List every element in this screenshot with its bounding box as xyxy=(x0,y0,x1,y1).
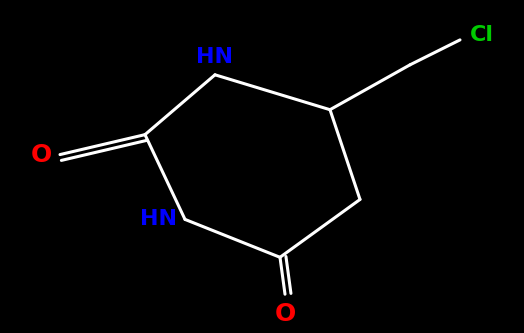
Text: O: O xyxy=(275,302,296,326)
Text: O: O xyxy=(31,143,52,166)
Text: HN: HN xyxy=(196,47,234,67)
Text: Cl: Cl xyxy=(470,25,494,45)
Text: HN: HN xyxy=(140,209,177,229)
